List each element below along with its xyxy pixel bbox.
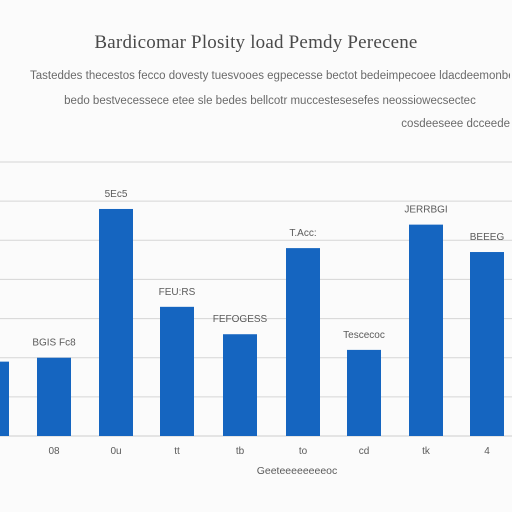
- x-tick-label: tk: [422, 446, 431, 457]
- bar: [470, 252, 504, 436]
- bar-data-label: BGIS Fc8: [32, 338, 76, 349]
- x-tick-label: cd: [359, 446, 370, 457]
- bar-data-label: T.Acc:: [289, 228, 316, 239]
- chart-subtitle-line-3: cosdeeseee dcceede: [401, 118, 510, 130]
- bar: [286, 248, 320, 436]
- bar-data-label: FEU:RS: [159, 287, 196, 298]
- bar: [160, 306, 194, 436]
- bar: [37, 357, 71, 436]
- bar-data-label: BEEEG: [470, 232, 505, 243]
- bar: [99, 208, 133, 436]
- bar-data-label: JERRBGI: [404, 205, 447, 216]
- x-tick-label: tb: [236, 446, 245, 457]
- bar: [409, 224, 443, 436]
- bar: [0, 361, 9, 436]
- x-tick-label: 0u: [110, 446, 121, 457]
- bar-data-label: FEFOGESS: [213, 314, 268, 325]
- x-tick-label: 08: [48, 446, 60, 457]
- x-tick-label: 4: [484, 446, 490, 457]
- chart-subtitle-line-2: bedo bestvecessece etee sle bedes bellco…: [64, 95, 476, 107]
- bar: [223, 334, 257, 436]
- chart-title: Bardicomar Plosity load Pemdy Perecene: [94, 32, 418, 53]
- chart-subtitle-line-1: Tasteddes thecestos fecco dovesty tuesvo…: [30, 70, 510, 82]
- bar: [347, 349, 381, 436]
- bar-data-label: 5Ec5: [105, 189, 128, 200]
- x-tick-label: tt: [174, 446, 180, 457]
- x-tick-label: to: [299, 446, 308, 457]
- bar-data-label: Tescecoc: [343, 330, 385, 341]
- x-axis-label: Geeteeeeeeeeoc: [257, 465, 338, 477]
